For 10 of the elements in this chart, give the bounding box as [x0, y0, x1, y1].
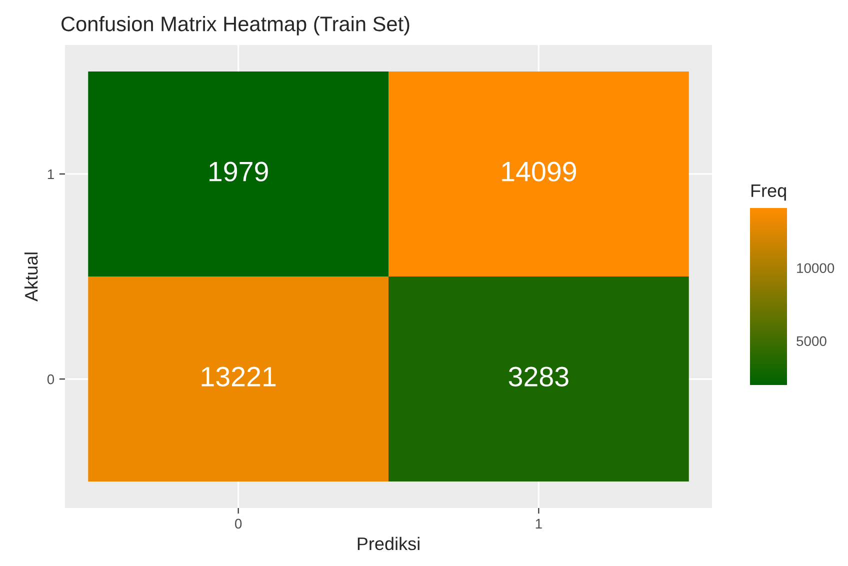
data-label: 3283 — [508, 366, 568, 386]
data-label: 13221 — [202, 366, 276, 386]
data-label: 1979 — [210, 162, 268, 182]
chart-title: Confusion Matrix Heatmap (Train Set) — [62, 16, 410, 36]
data-label: 14099 — [502, 162, 576, 182]
color-bar-title: Freq — [751, 184, 786, 201]
color-bar-label: 5000 — [796, 336, 826, 346]
y-axis-title: Aktual — [24, 252, 38, 302]
x-axis-title: Prediksi — [358, 536, 420, 550]
color-bar-label: 10000 — [797, 263, 834, 274]
